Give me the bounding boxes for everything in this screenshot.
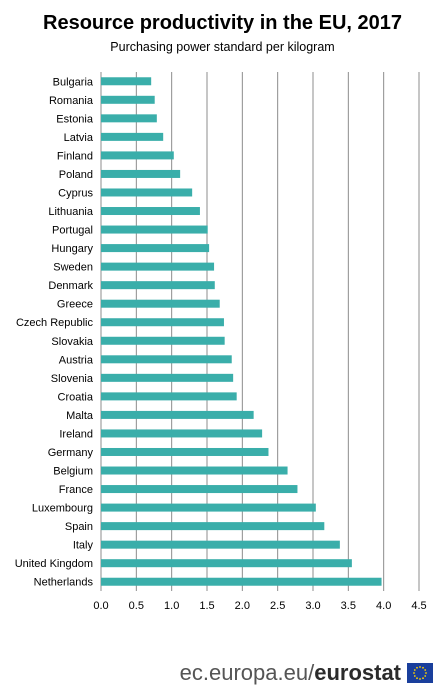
x-tick-label: 0.0	[93, 600, 108, 612]
bar	[101, 262, 215, 271]
category-label: Denmark	[48, 280, 93, 292]
x-tick-label: 4.0	[376, 600, 391, 612]
x-tick-label: 0.5	[129, 600, 144, 612]
category-label: Belgium	[53, 466, 93, 478]
x-tick-label: 2.5	[270, 600, 285, 612]
chart-title: Resource productivity in the EU, 2017	[43, 12, 402, 34]
category-label: Ireland	[59, 428, 93, 440]
bar	[101, 318, 224, 327]
bar	[101, 540, 340, 549]
x-tick-label: 2.0	[235, 600, 250, 612]
bar	[101, 95, 155, 104]
category-label: United Kingdom	[15, 558, 93, 570]
chart-subtitle: Purchasing power standard per kilogram	[110, 40, 335, 54]
bar	[101, 429, 263, 438]
category-label: Italy	[73, 540, 94, 552]
category-label: Cyprus	[58, 187, 93, 199]
category-label: Portugal	[52, 225, 93, 237]
bar	[101, 373, 234, 382]
bar	[101, 392, 237, 401]
bar	[101, 281, 215, 290]
x-tick-label: 3.5	[341, 600, 356, 612]
category-label: Luxembourg	[32, 503, 93, 515]
category-label: Romania	[49, 95, 94, 107]
category-label: Netherlands	[34, 577, 94, 589]
category-label: Greece	[57, 299, 93, 311]
footer-site: ec.europa.eu/	[179, 660, 315, 685]
bar	[101, 114, 157, 123]
x-tick-label: 1.0	[164, 600, 179, 612]
category-label: Austria	[59, 354, 94, 366]
bar	[101, 336, 225, 345]
category-label: Slovakia	[51, 336, 93, 348]
bar	[101, 447, 269, 456]
bar	[101, 132, 164, 141]
bar	[101, 559, 352, 568]
bar	[101, 522, 325, 531]
bar	[101, 225, 208, 234]
footer-brand-name: eurostat	[314, 660, 401, 685]
category-label: Poland	[59, 169, 93, 181]
eu-flag-icon	[407, 663, 433, 683]
category-label: Latvia	[64, 132, 94, 144]
bar	[101, 503, 316, 512]
bar-chart: 0.0 0.5 1.0 1.5 2.0 2.5 3.0 3.5 4.0 4.5 Bulgaria Ro…	[15, 72, 427, 612]
category-label: Hungary	[51, 243, 93, 255]
category-label: Czech Republic	[16, 317, 94, 329]
category-label: Croatia	[58, 391, 94, 403]
category-label: Germany	[48, 447, 94, 459]
x-tick-label: 3.0	[305, 600, 320, 612]
category-label: Slovenia	[51, 373, 94, 385]
bar	[101, 485, 298, 494]
bar	[101, 207, 200, 216]
bar	[101, 299, 220, 308]
bar	[101, 77, 152, 86]
category-label: Finland	[57, 150, 93, 162]
category-label: Spain	[65, 521, 93, 533]
bar	[101, 151, 174, 160]
x-tick-label: 4.5	[411, 600, 426, 612]
category-label: Lithuania	[48, 206, 94, 218]
category-label: France	[59, 484, 93, 496]
footer-brand: ec.europa.eu/eurostat	[180, 660, 433, 686]
bar	[101, 244, 210, 253]
x-tick-label: 1.5	[199, 600, 214, 612]
bar	[101, 355, 232, 364]
bar	[101, 577, 382, 586]
category-label: Malta	[66, 410, 94, 422]
bar	[101, 188, 193, 197]
bar	[101, 410, 254, 419]
category-label: Sweden	[53, 262, 93, 274]
bar	[101, 169, 181, 178]
category-label: Bulgaria	[53, 76, 94, 88]
category-label: Estonia	[56, 113, 94, 125]
bar	[101, 466, 288, 475]
